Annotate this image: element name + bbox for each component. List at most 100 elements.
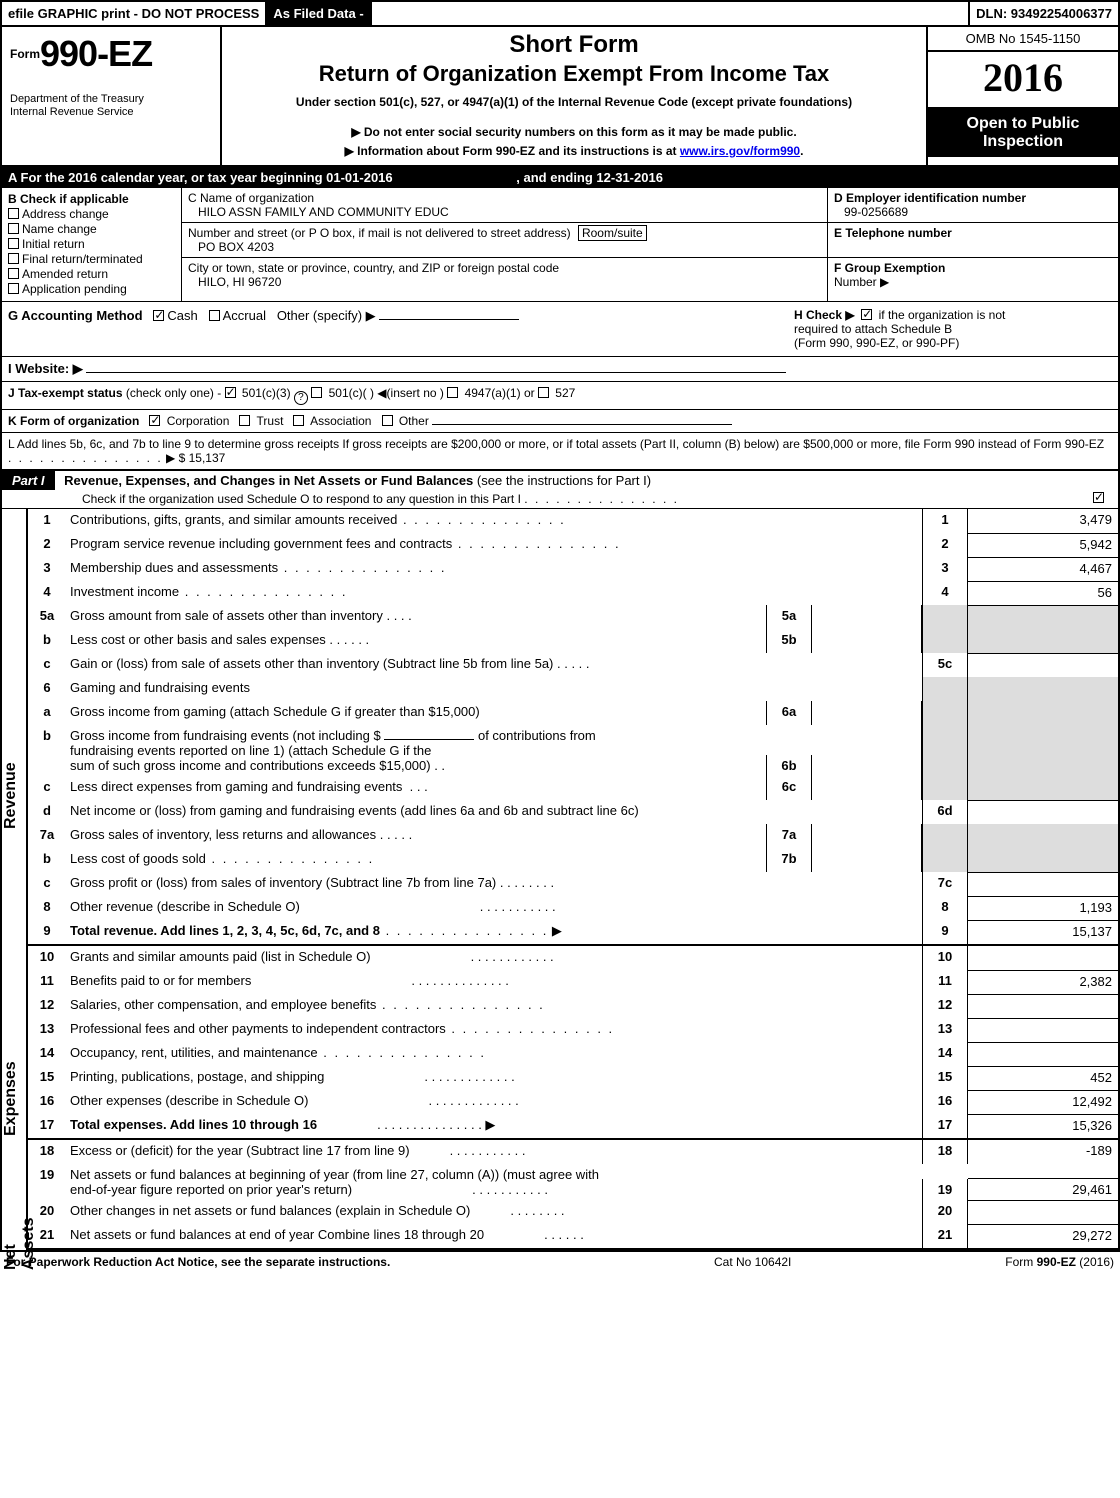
efile-label: efile GRAPHIC print - DO NOT PROCESS xyxy=(2,2,267,25)
line-11: 11 Benefits paid to or for members. . . … xyxy=(28,970,1118,994)
val-14 xyxy=(968,1042,1118,1066)
line-1: 1 Contributions, gifts, grants, and simi… xyxy=(28,509,1118,533)
part-i-desc: Revenue, Expenses, and Changes in Net As… xyxy=(58,473,651,488)
cb-527[interactable] xyxy=(538,387,549,398)
c-city-block: City or town, state or province, country… xyxy=(182,258,827,292)
line-4: 4 Investment income 4 56 xyxy=(28,581,1118,605)
instructions-block: ▶ Do not enter social security numbers o… xyxy=(230,123,918,161)
cb-association[interactable] xyxy=(293,415,304,426)
val-4: 56 xyxy=(968,581,1118,605)
cb-name-change[interactable]: Name change xyxy=(8,222,175,236)
h-label: H Check ▶ xyxy=(794,308,855,322)
inspect-line2: Inspection xyxy=(932,133,1114,151)
netassets-section: 18 Excess or (deficit) for the year (Sub… xyxy=(26,1140,1118,1250)
val-5a xyxy=(812,605,922,629)
page-footer: For Paperwork Reduction Act Notice, see … xyxy=(0,1252,1120,1272)
val-10 xyxy=(968,946,1118,970)
revenue-vlabel: Revenue xyxy=(2,805,20,829)
g-block: G Accounting Method Cash Accrual Other (… xyxy=(2,302,788,356)
dept-line1: Department of the Treasury xyxy=(10,93,212,106)
cb-other-org[interactable] xyxy=(382,415,393,426)
section-c: C Name of organization HILO ASSN FAMILY … xyxy=(182,188,828,301)
val-7c xyxy=(968,872,1118,896)
row-a: A For the 2016 calendar year, or tax yea… xyxy=(2,167,1118,188)
cb-4947[interactable] xyxy=(447,387,458,398)
other-input[interactable] xyxy=(379,319,519,320)
cb-corporation[interactable] xyxy=(149,415,160,426)
revenue-section: 1 Contributions, gifts, grants, and simi… xyxy=(26,509,1118,946)
form990-link[interactable]: www.irs.gov/form990 xyxy=(680,144,800,158)
line-20: 20 Other changes in net assets or fund b… xyxy=(28,1200,1118,1224)
6b-amount-input[interactable] xyxy=(384,739,474,740)
other-org-input[interactable] xyxy=(432,424,732,425)
f-block: F Group Exemption Number ▶ xyxy=(828,258,1118,292)
cb-501c[interactable] xyxy=(311,387,322,398)
cb-final-return[interactable]: Final return/terminated xyxy=(8,252,175,266)
header-right: OMB No 1545-1150 2016 Open to Public Ins… xyxy=(928,27,1118,165)
line-3: 3 Membership dues and assessments 3 4,46… xyxy=(28,557,1118,581)
cb-amended-return[interactable]: Amended return xyxy=(8,267,175,281)
cb-schedule-b[interactable] xyxy=(861,309,872,320)
cb-address-change[interactable]: Address change xyxy=(8,207,175,221)
line-13: 13 Professional fees and other payments … xyxy=(28,1018,1118,1042)
part-i-checkline: Check if the organization used Schedule … xyxy=(2,490,1118,508)
row-j: J Tax-exempt status (check only one) - 5… xyxy=(2,382,1118,410)
cb-accrual[interactable] xyxy=(209,310,220,321)
e-block: E Telephone number xyxy=(828,223,1118,258)
footer-left: For Paperwork Reduction Act Notice, see … xyxy=(6,1255,714,1269)
cb-application-pending[interactable]: Application pending xyxy=(8,282,175,296)
val-3: 4,467 xyxy=(968,557,1118,581)
section-b: B Check if applicable Address change Nam… xyxy=(2,188,182,301)
val-20 xyxy=(968,1200,1118,1224)
help-icon[interactable]: ? xyxy=(294,391,308,405)
line-19: 19 Net assets or fund balances at beginn… xyxy=(28,1164,1118,1200)
cb-trust[interactable] xyxy=(239,415,250,426)
return-title: Return of Organization Exempt From Incom… xyxy=(230,61,918,87)
cb-501c3[interactable] xyxy=(225,387,236,398)
h-text3: (Form 990, 990-EZ, or 990-PF) xyxy=(794,336,959,350)
j-text: (check only one) - xyxy=(126,386,221,400)
val-21: 29,272 xyxy=(968,1224,1118,1248)
form-container: efile GRAPHIC print - DO NOT PROCESS As … xyxy=(0,0,1120,1252)
cb-schedule-o[interactable] xyxy=(1093,492,1104,503)
line-5b: b Less cost or other basis and sales exp… xyxy=(28,629,1118,653)
form-header: Form990-EZ Department of the Treasury In… xyxy=(2,27,1118,167)
val-6c xyxy=(812,776,922,800)
val-7a xyxy=(812,824,922,848)
omb-number: OMB No 1545-1150 xyxy=(928,27,1118,52)
val-5b xyxy=(812,629,922,653)
h-block: H Check ▶ if the organization is not req… xyxy=(788,302,1118,356)
l-text: L Add lines 5b, 6c, and 7b to line 9 to … xyxy=(8,437,1104,451)
expenses-vlabel: Expenses xyxy=(2,1112,20,1136)
val-17: 15,326 xyxy=(968,1114,1118,1138)
val-11: 2,382 xyxy=(968,970,1118,994)
line-18: 18 Excess or (deficit) for the year (Sub… xyxy=(28,1140,1118,1164)
phone-value xyxy=(834,240,1112,254)
footer-mid: Cat No 10642I xyxy=(714,1255,914,1269)
title-block: Short Form Return of Organization Exempt… xyxy=(222,27,928,165)
line-6a: a Gross income from gaming (attach Sched… xyxy=(28,701,1118,725)
line-15: 15 Printing, publications, postage, and … xyxy=(28,1066,1118,1090)
val-2: 5,942 xyxy=(968,533,1118,557)
line-21: 21 Net assets or fund balances at end of… xyxy=(28,1224,1118,1248)
c-name-block: C Name of organization HILO ASSN FAMILY … xyxy=(182,188,827,223)
website-input[interactable] xyxy=(86,372,786,373)
l-dots xyxy=(8,451,163,465)
b-title: B Check if applicable xyxy=(8,192,175,206)
row-g-h: G Accounting Method Cash Accrual Other (… xyxy=(2,302,1118,357)
cb-cash[interactable] xyxy=(153,310,164,321)
footer-right: Form 990-EZ (2016) xyxy=(914,1255,1114,1269)
section-d-e-f: D Employer identification number 99-0256… xyxy=(828,188,1118,301)
topbar-gap xyxy=(372,2,968,25)
f-label: F Group Exemption xyxy=(834,261,945,275)
city-value: HILO, HI 96720 xyxy=(188,275,821,289)
h-text2: required to attach Schedule B xyxy=(794,322,952,336)
line-7b: b Less cost of goods sold 7b xyxy=(28,848,1118,872)
line-7a: 7a Gross sales of inventory, less return… xyxy=(28,824,1118,848)
val-5c xyxy=(968,653,1118,677)
dept-line2: Internal Revenue Service xyxy=(10,106,212,119)
part-i-label: Part I xyxy=(2,471,55,490)
d-block: D Employer identification number 99-0256… xyxy=(828,188,1118,223)
cb-initial-return[interactable]: Initial return xyxy=(8,237,175,251)
form-990ez: Form990-EZ xyxy=(10,33,212,75)
